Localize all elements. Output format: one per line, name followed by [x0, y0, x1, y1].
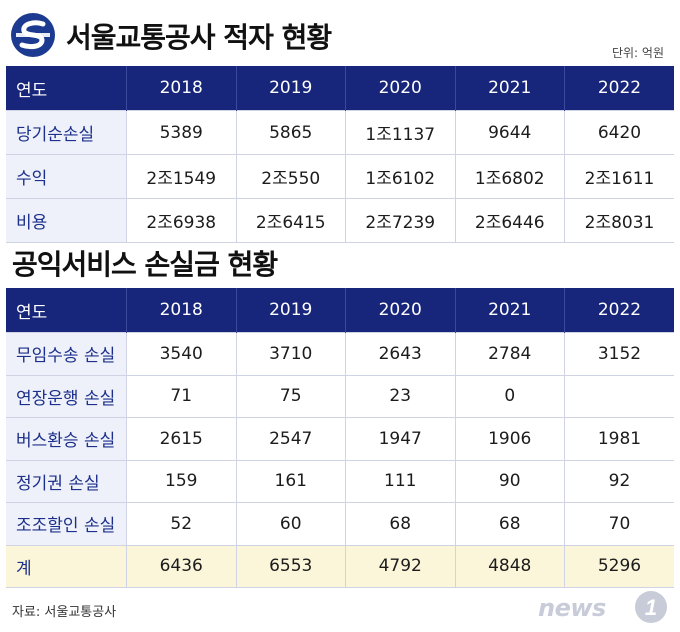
table-cell: 2조6938	[126, 198, 236, 243]
column-header: 2018	[126, 288, 236, 333]
table-cell: 0	[454, 374, 565, 418]
table-cell: 1조6802	[454, 154, 565, 199]
table-cell: 1906	[454, 417, 565, 460]
table-cell: 6436	[126, 544, 236, 588]
table-cell: 1947	[345, 417, 455, 460]
table-cell: 3710	[235, 332, 346, 375]
table-row: 조조할인 손실 52 60 68 68 70	[6, 502, 674, 545]
table-cell: 111	[345, 459, 455, 503]
table-cell: 2615	[126, 417, 236, 460]
table-header-row: 연도 2018 2019 2020 2021 2022	[6, 288, 674, 333]
table-cell: 2조550	[235, 154, 346, 199]
table-cell: 68	[345, 502, 455, 545]
table-cell: 161	[235, 459, 346, 503]
table-cell: 2조8031	[564, 198, 674, 243]
table-cell: 70	[564, 502, 674, 545]
column-header: 2022	[564, 288, 674, 333]
column-header: 2021	[454, 288, 565, 333]
table-cell: 6553	[235, 544, 346, 588]
column-header: 2021	[454, 66, 565, 111]
table-cell: 2547	[235, 417, 346, 460]
column-header: 연도	[6, 66, 127, 111]
table-row: 무임수송 손실 3540 3710 2643 2784 3152	[6, 332, 674, 375]
table-cell: 2784	[454, 332, 565, 375]
table-cell: 90	[454, 459, 565, 503]
table-row: 정기권 손실 159 161 111 90 92	[6, 459, 674, 503]
table-cell: 2조7239	[345, 198, 455, 243]
news1-badge-text: 1	[645, 595, 657, 620]
column-header: 연도	[6, 288, 127, 333]
row-label: 연장운행 손실	[6, 374, 127, 418]
table-row: 수익 2조1549 2조550 1조6102 1조6802 2조1611	[6, 154, 674, 199]
table-row: 연장운행 손실 71 75 23 0	[6, 374, 674, 418]
column-header: 2020	[345, 66, 455, 111]
row-label: 무임수송 손실	[6, 332, 127, 375]
source-note: 자료: 서울교통공사	[12, 605, 117, 620]
table-cell: 159	[126, 459, 236, 503]
table-cell: 3540	[126, 332, 236, 375]
table-cell: 2643	[345, 332, 455, 375]
table-cell: 1조6102	[345, 154, 455, 199]
column-header: 2020	[345, 288, 455, 333]
table-cell: 1981	[564, 417, 674, 460]
table-cell: 2조6446	[454, 198, 565, 243]
deficit-table: 연도 2018 2019 2020 2021 2022 당기순손실 5389 5…	[6, 66, 674, 243]
row-label: 조조할인 손실	[6, 502, 127, 545]
table-cell: 3152	[564, 332, 674, 375]
column-header: 2018	[126, 66, 236, 111]
table-cell: 4848	[454, 544, 565, 588]
table-cell: 2조6415	[235, 198, 346, 243]
column-header: 2022	[564, 66, 674, 111]
table-cell: 9644	[454, 110, 565, 155]
table-cell	[564, 374, 674, 418]
table-cell: 60	[235, 502, 346, 545]
header: 서울교통공사 적자 현황 단위: 억원	[10, 10, 670, 60]
table-cell: 68	[454, 502, 565, 545]
table-row: 비용 2조6938 2조6415 2조7239 2조6446 2조8031	[6, 198, 674, 243]
table-cell: 52	[126, 502, 236, 545]
table-cell: 1조1137	[345, 110, 455, 155]
table-header-row: 연도 2018 2019 2020 2021 2022	[6, 66, 674, 111]
table-cell: 71	[126, 374, 236, 418]
row-label: 버스환승 손실	[6, 417, 127, 460]
table-cell: 6420	[564, 110, 674, 155]
table-cell: 5296	[564, 544, 674, 588]
table-cell: 23	[345, 374, 455, 418]
table-cell: 4792	[345, 544, 455, 588]
table-row: 당기순손실 5389 5865 1조1137 9644 6420	[6, 110, 674, 155]
column-header: 2019	[235, 288, 346, 333]
table-row: 버스환승 손실 2615 2547 1947 1906 1981	[6, 417, 674, 460]
column-header: 2019	[235, 66, 346, 111]
row-label: 당기순손실	[6, 110, 127, 155]
table-cell: 2조1549	[126, 154, 236, 199]
row-label: 수익	[6, 154, 127, 199]
unit-label: 단위: 억원	[611, 46, 664, 60]
table-cell: 75	[235, 374, 346, 418]
table-cell: 92	[564, 459, 674, 503]
table-cell: 5865	[235, 110, 346, 155]
news1-logo-text: news	[538, 594, 606, 622]
page-title: 서울교통공사 적자 현황	[66, 21, 332, 54]
table-cell: 2조1611	[564, 154, 674, 199]
section-title: 공익서비스 손실금 현황	[12, 248, 278, 281]
table-cell: 5389	[126, 110, 236, 155]
total-row: 계 6436 6553 4792 4848 5296	[6, 544, 674, 588]
row-label: 정기권 손실	[6, 459, 127, 503]
seoul-metro-logo-icon	[11, 13, 55, 57]
row-label: 계	[6, 544, 127, 588]
public-service-loss-table: 연도 2018 2019 2020 2021 2022 무임수송 손실 3540…	[6, 288, 674, 588]
row-label: 비용	[6, 198, 127, 243]
news1-logo: news 1	[538, 590, 668, 624]
news1-badge-icon: 1	[635, 591, 667, 623]
